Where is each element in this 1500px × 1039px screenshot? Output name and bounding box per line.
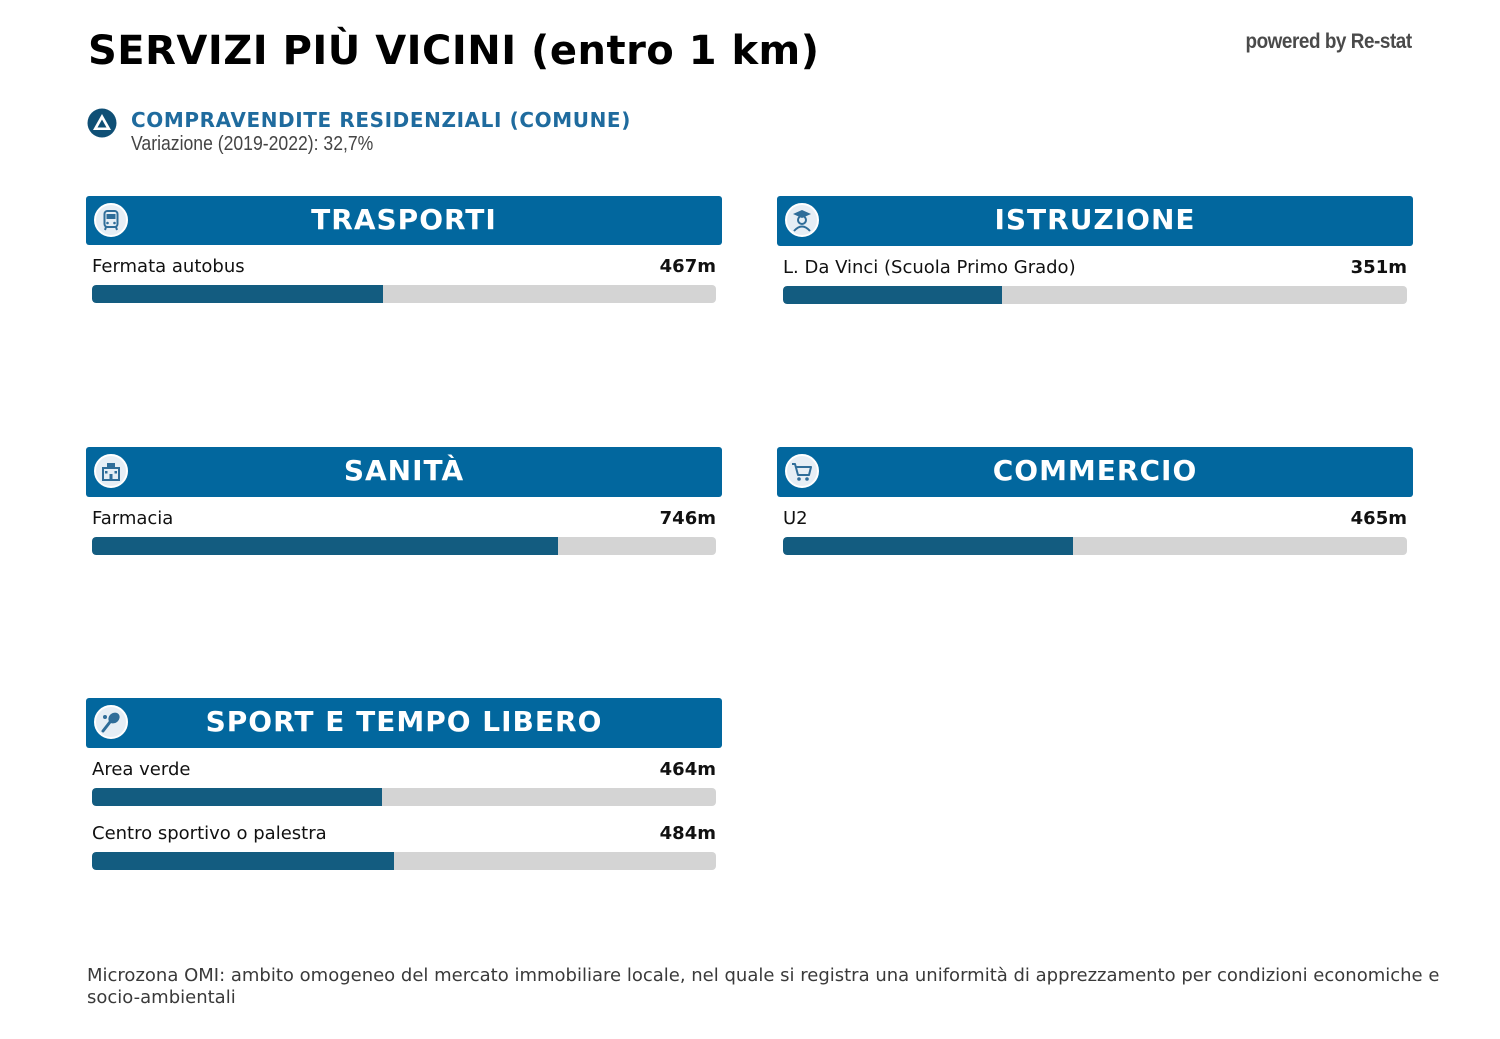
bar-fill — [92, 537, 558, 555]
bar-label: U2 — [783, 508, 808, 529]
bar-fill — [92, 788, 382, 806]
panel-commercio: COMMERCIO U2 465m — [777, 447, 1413, 561]
bar-value-label: 467m — [659, 256, 716, 277]
bar-row: L. Da Vinci (Scuola Primo Grado) 351m — [777, 246, 1413, 310]
racket-icon — [94, 705, 128, 739]
bar-row: Area verde 464m — [86, 748, 722, 812]
triangle-up-icon — [87, 108, 117, 138]
powered-by-logo: powered by Re-stat — [1245, 30, 1413, 53]
panel-header: SANITÀ — [86, 447, 722, 497]
bar-value-label: 464m — [659, 759, 716, 780]
bar-fill — [783, 286, 1003, 304]
bar-label: L. Da Vinci (Scuola Primo Grado) — [783, 257, 1076, 278]
bar-value-label: 465m — [1350, 508, 1407, 529]
bar-fill — [92, 285, 384, 303]
bar-row: Farmacia 746m — [86, 497, 722, 561]
panel-istruzione: ISTRUZIONE L. Da Vinci (Scuola Primo Gra… — [777, 196, 1413, 310]
kpi-title: COMPRAVENDITE RESIDENZIALI (COMUNE) — [131, 108, 631, 132]
footnote: Microzona OMI: ambito omogeneo del merca… — [87, 965, 1440, 1008]
bar-fill — [92, 852, 395, 870]
panel-title: ISTRUZIONE — [994, 203, 1196, 236]
panel-trasporti: TRASPORTI Fermata autobus 467m — [86, 196, 722, 309]
bus-icon — [94, 203, 128, 237]
bar-row: Fermata autobus 467m — [86, 245, 722, 309]
panel-sanita: SANITÀ Farmacia 746m — [86, 447, 722, 561]
bar-label: Area verde — [92, 759, 191, 780]
kpi-subtitle: Variazione (2019-2022): 32,7% — [131, 133, 374, 155]
bar-row: Centro sportivo o palestra 484m — [86, 812, 722, 876]
panel-header: TRASPORTI — [86, 196, 722, 245]
student-icon — [785, 203, 819, 237]
cart-icon — [785, 454, 819, 488]
bar-track — [783, 286, 1407, 304]
panel-title: SANITÀ — [343, 454, 465, 487]
bar-track — [92, 285, 716, 303]
bar-track — [92, 788, 716, 806]
bar-label: Fermata autobus — [92, 256, 245, 277]
bar-row: U2 465m — [777, 497, 1413, 561]
panel-title: TRASPORTI — [311, 203, 497, 236]
panel-title: COMMERCIO — [992, 454, 1198, 487]
bar-track — [783, 537, 1407, 555]
bar-fill — [783, 537, 1074, 555]
bar-value-label: 746m — [659, 508, 716, 529]
bar-label: Farmacia — [92, 508, 174, 529]
panel-title: SPORT E TEMPO LIBERO — [205, 705, 603, 738]
hospital-icon — [94, 454, 128, 488]
bar-track — [92, 537, 716, 555]
panel-header: COMMERCIO — [777, 447, 1413, 497]
bar-track — [92, 852, 716, 870]
panel-header: ISTRUZIONE — [777, 196, 1413, 246]
bar-value-label: 351m — [1350, 257, 1407, 278]
panel-sport: SPORT E TEMPO LIBERO Area verde 464m Cen… — [86, 698, 722, 876]
panel-header: SPORT E TEMPO LIBERO — [86, 698, 722, 748]
bar-label: Centro sportivo o palestra — [92, 823, 327, 844]
page-title: SERVIZI PIÙ VICINI (entro 1 km) — [88, 28, 820, 74]
bar-value-label: 484m — [659, 823, 716, 844]
